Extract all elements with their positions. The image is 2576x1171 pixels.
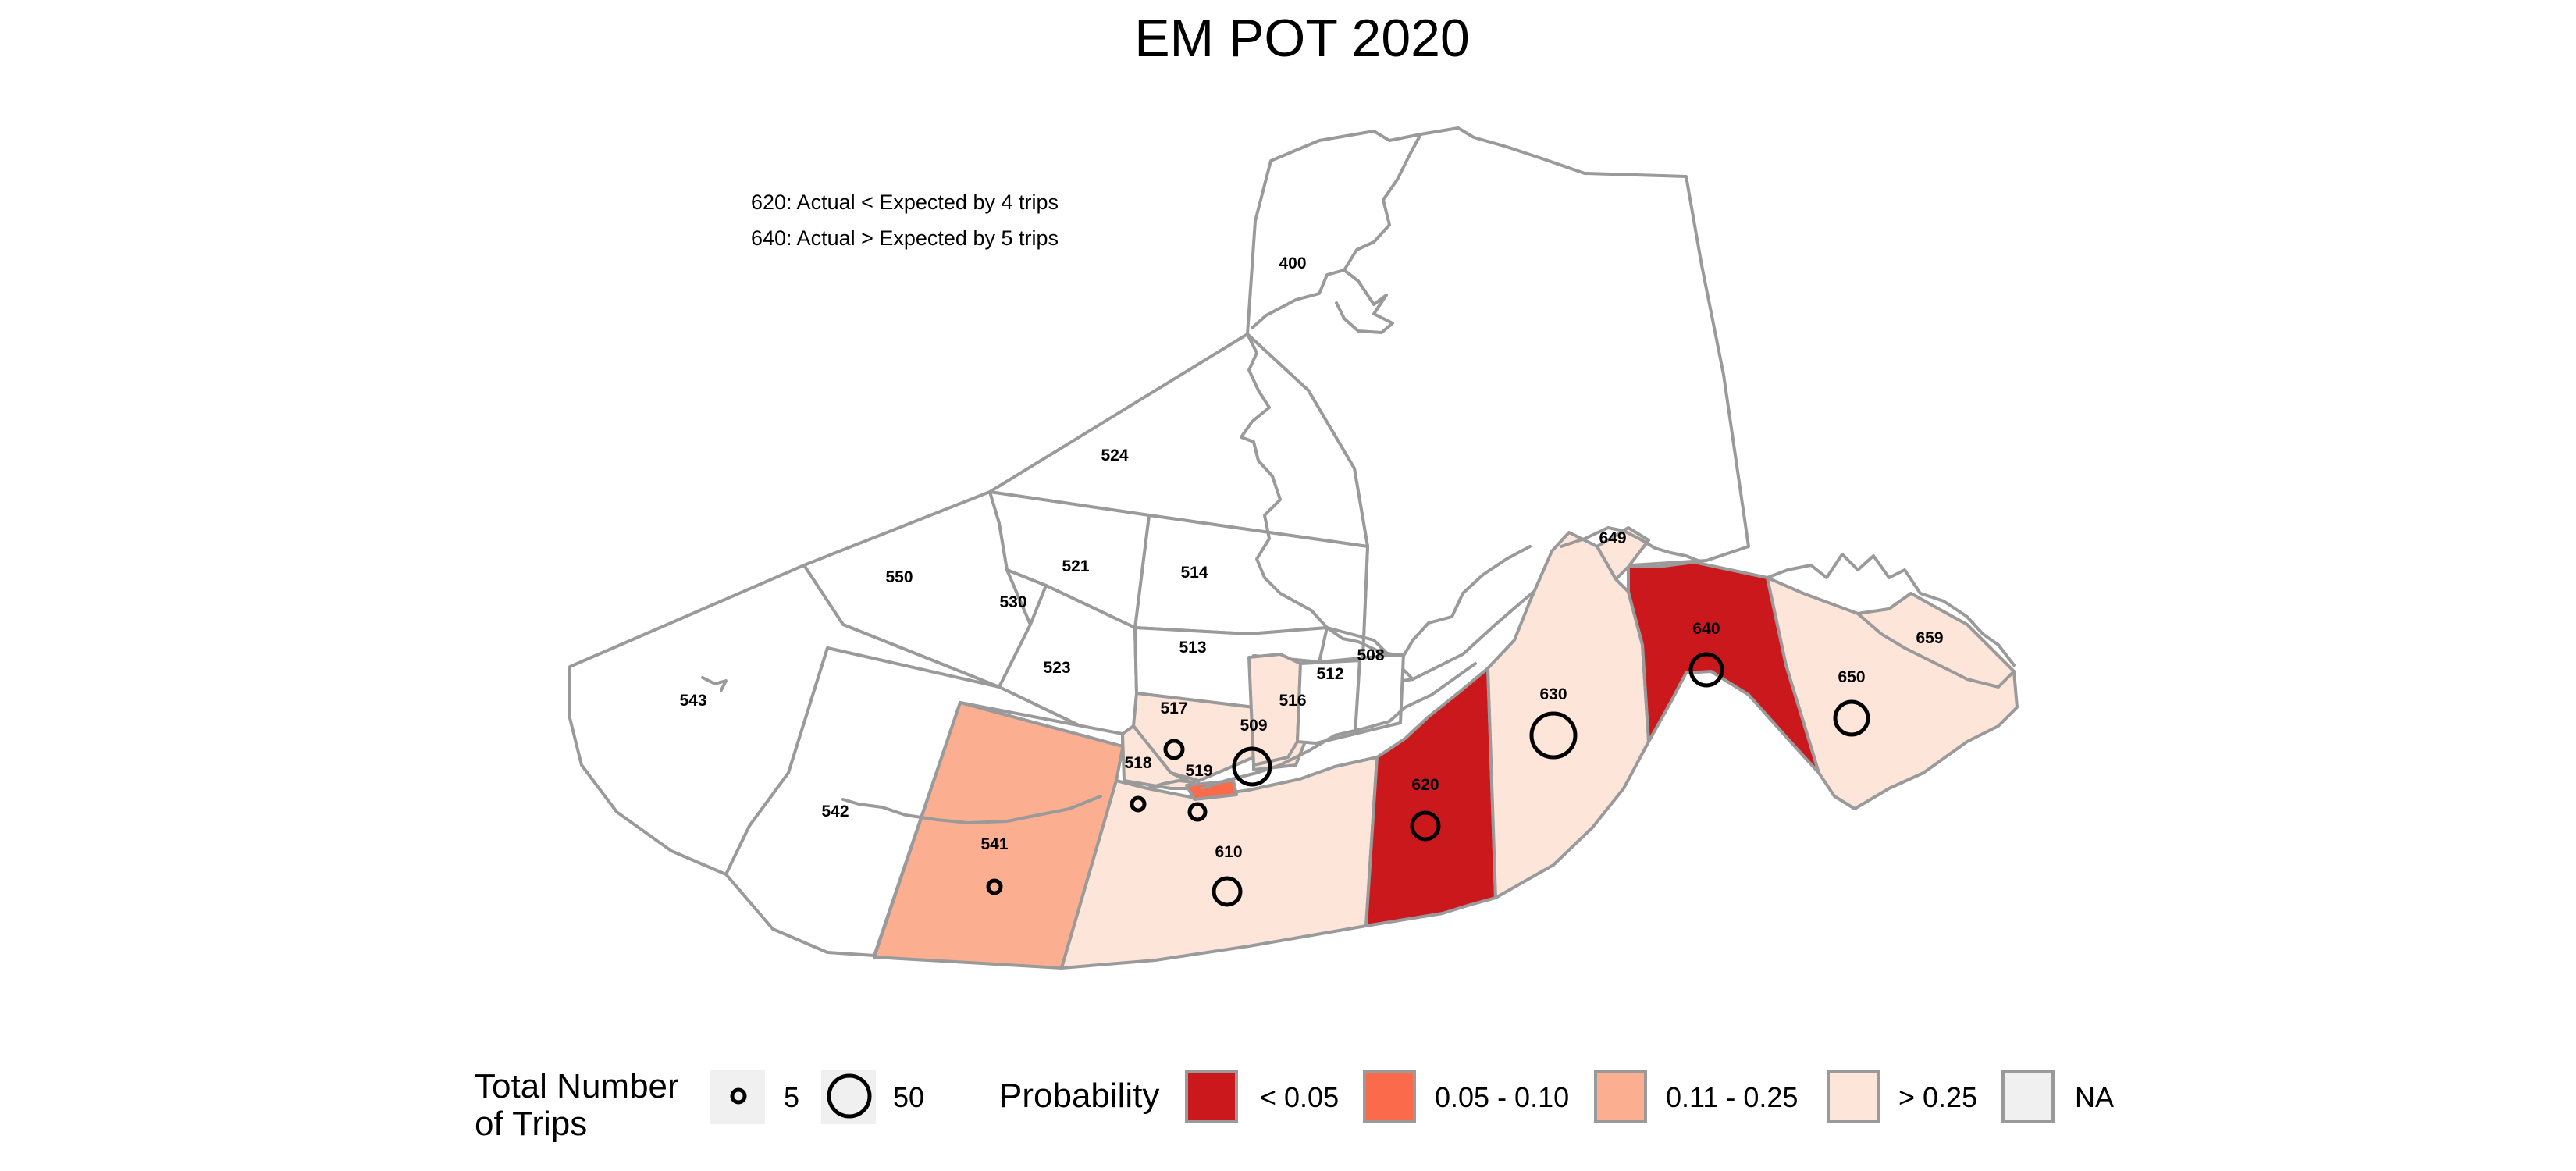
area-label-516: 516 <box>1279 692 1306 710</box>
trips-legend-title-line1: Total Number <box>475 1067 679 1105</box>
area-label-518: 518 <box>1124 754 1151 772</box>
trip-bubble-541 <box>986 878 1003 895</box>
map-title: EM POT 2020 <box>1134 9 1470 68</box>
trips-legend-label-5: 5 <box>784 1081 799 1113</box>
note-640: 640: Actual > Expected by 5 trips <box>751 226 1059 250</box>
area-label-523: 523 <box>1043 659 1070 677</box>
area-label-610: 610 <box>1215 843 1242 861</box>
area-label-519: 519 <box>1185 762 1212 780</box>
legend-swatch-na <box>2001 1070 2055 1123</box>
area-label-630: 630 <box>1539 685 1567 703</box>
trip-bubble-620 <box>1410 810 1441 842</box>
legend-swatch-0-11-0-25 <box>1594 1070 1647 1123</box>
legend-label-na: NA <box>2075 1081 2114 1113</box>
trips-legend: Total Number of Trips 5 50 <box>475 1067 924 1143</box>
trip-bubble-610 <box>1212 876 1243 907</box>
area-label-541: 541 <box>980 835 1008 853</box>
legend-label-0-05-0-10: 0.05 - 0.10 <box>1435 1081 1569 1113</box>
trip-bubble-640 <box>1688 652 1724 688</box>
area-label-542: 542 <box>821 803 849 820</box>
legend-label-0-11-0-25: 0.11 - 0.25 <box>1666 1081 1798 1113</box>
area-label-514: 514 <box>1180 564 1208 582</box>
trip-bubble-509 <box>1232 746 1272 787</box>
legend-swatch-0-05-0-10 <box>1363 1070 1416 1123</box>
coastline <box>701 133 2016 824</box>
area-label-550: 550 <box>885 568 913 586</box>
trip-bubble-518 <box>1130 795 1147 813</box>
probability-legend-title: Probability <box>999 1077 1159 1115</box>
area-label-517: 517 <box>1160 699 1187 717</box>
legend-swatch-lt-0-05 <box>1185 1070 1238 1123</box>
trips-legend-title-line2: of Trips <box>475 1105 587 1143</box>
trip-bubble-517 <box>1163 739 1185 760</box>
probability-legend: Probability < 0.05 0.05 - 0.10 0.11 - 0.… <box>999 1070 2114 1123</box>
area-label-530: 530 <box>999 593 1026 611</box>
trips-legend-key-bg-5 <box>710 1070 765 1124</box>
trips-legend-bubble-5 <box>730 1087 747 1105</box>
area-labels: 400 524 514 550 521 530 523 513 543 542 … <box>679 254 1943 861</box>
area-label-512: 512 <box>1316 665 1343 683</box>
trip-bubbles <box>986 652 1870 907</box>
area-label-400: 400 <box>1279 254 1306 272</box>
area-659-shape <box>1856 592 2016 689</box>
area-508-shape <box>1318 653 1405 735</box>
area-label-650: 650 <box>1838 668 1865 686</box>
trip-bubble-630 <box>1529 711 1578 760</box>
area-label-543: 543 <box>679 692 706 710</box>
legend-swatch-gt-0-25 <box>1827 1070 1880 1123</box>
legend-label-gt-0-25: > 0.25 <box>1898 1081 1977 1113</box>
legend-label-lt-0-05: < 0.05 <box>1260 1081 1339 1113</box>
area-label-509: 509 <box>1240 717 1267 735</box>
area-label-524: 524 <box>1101 447 1128 464</box>
area-label-513: 513 <box>1179 639 1206 657</box>
note-620: 620: Actual < Expected by 4 trips <box>751 190 1059 214</box>
trips-legend-label-50: 50 <box>893 1081 924 1113</box>
trip-bubble-519 <box>1187 802 1208 822</box>
area-label-649: 649 <box>1599 529 1626 547</box>
area-label-508: 508 <box>1357 646 1384 664</box>
management-areas <box>568 126 2019 970</box>
area-label-620: 620 <box>1411 776 1439 794</box>
area-label-659: 659 <box>1916 629 1943 647</box>
area-label-521: 521 <box>1062 557 1089 575</box>
trips-legend-bubble-50 <box>827 1073 872 1119</box>
trip-bubble-650 <box>1833 699 1870 737</box>
area-label-640: 640 <box>1692 620 1720 638</box>
